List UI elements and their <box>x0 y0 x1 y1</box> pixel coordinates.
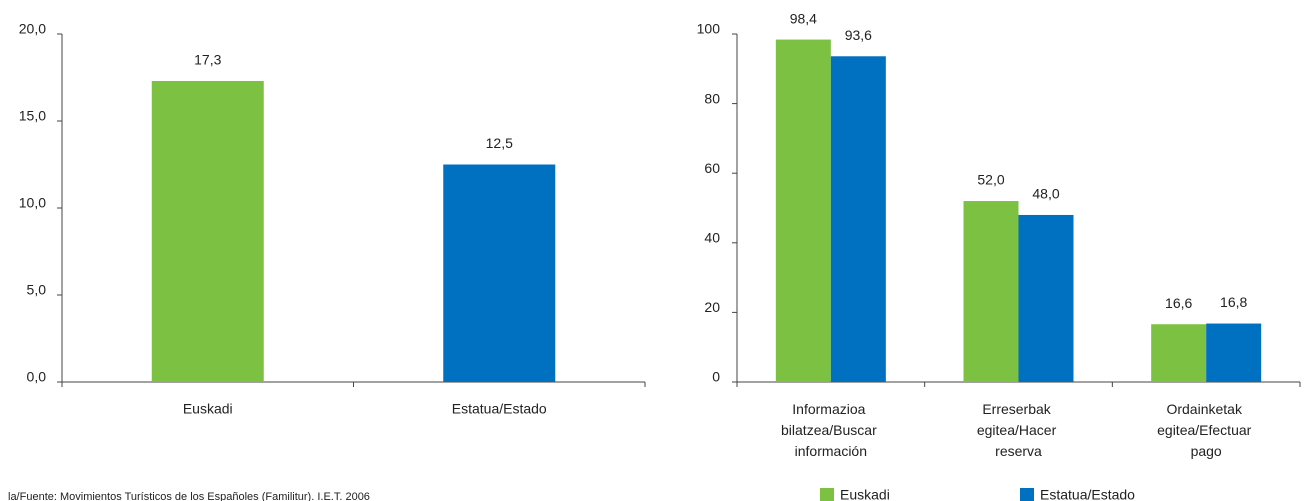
y-tick-label: 80 <box>704 90 720 106</box>
y-tick-label: 60 <box>704 160 720 176</box>
value-label: 48,0 <box>1032 186 1059 202</box>
y-tick-label: 0 <box>712 369 720 385</box>
value-label: 93,6 <box>845 27 872 43</box>
y-tick-label: 20,0 <box>19 21 46 37</box>
legend-swatch <box>1020 488 1034 501</box>
bar <box>963 201 1019 382</box>
x-tick-label: Euskadi <box>183 401 233 417</box>
bar <box>1018 214 1074 382</box>
legend-swatch <box>820 488 834 501</box>
bar <box>443 164 556 382</box>
bar <box>151 80 264 382</box>
y-tick-label: 100 <box>697 21 721 37</box>
y-tick-label: 40 <box>704 230 720 246</box>
x-tick-label: Informazioa bilatzea/Buscar información <box>781 401 881 459</box>
bar <box>1206 323 1262 382</box>
value-label: 16,8 <box>1220 294 1247 310</box>
x-tick-label: Erreserbak egitea/Hacer reserva <box>977 401 1060 459</box>
value-label: 16,6 <box>1165 295 1192 311</box>
legend-label: Estatua/Estado <box>1040 487 1135 501</box>
value-label: 17,3 <box>194 52 221 68</box>
y-tick-label: 15,0 <box>19 108 46 124</box>
y-tick-label: 20 <box>704 299 720 315</box>
bar <box>830 56 886 382</box>
value-label: 98,4 <box>790 10 817 26</box>
bar <box>775 39 831 383</box>
bar <box>1151 324 1207 382</box>
value-label: 12,5 <box>486 135 513 151</box>
x-tick-label: Ordainketak egitea/Efectuar pago <box>1157 401 1255 459</box>
y-tick-label: 10,0 <box>19 195 46 211</box>
source-note: la/Fuente: Movimientos Turísticos de los… <box>8 491 370 501</box>
y-tick-label: 0,0 <box>27 369 47 385</box>
legend-label: Euskadi <box>840 487 890 501</box>
value-label: 52,0 <box>977 172 1004 188</box>
y-tick-label: 5,0 <box>27 282 47 298</box>
x-tick-label: Estatua/Estado <box>452 401 547 417</box>
